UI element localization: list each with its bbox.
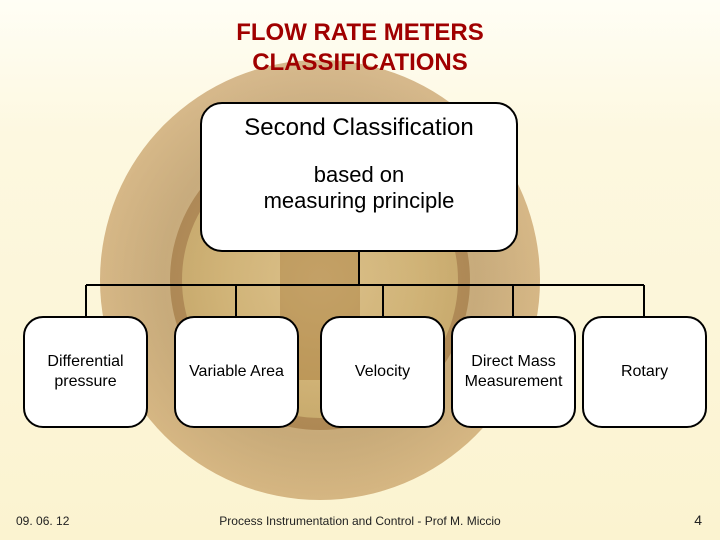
footer-page-number: 4: [694, 512, 702, 528]
child-label: Direct Mass Measurement: [459, 352, 568, 392]
root-line-2: based on: [202, 162, 516, 188]
root-line-3: measuring principle: [202, 188, 516, 214]
child-node-2: Velocity: [320, 316, 445, 428]
slide-title: FLOW RATE METERS CLASSIFICATIONS: [0, 0, 720, 78]
child-label: Variable Area: [189, 362, 284, 382]
child-node-4: Rotary: [582, 316, 707, 428]
child-label: Differential pressure: [31, 352, 140, 392]
child-label: Velocity: [355, 362, 410, 382]
child-label: Rotary: [621, 362, 668, 382]
footer-caption: Process Instrumentation and Control - Pr…: [0, 514, 720, 528]
title-line-1: FLOW RATE METERS: [0, 18, 720, 48]
child-node-3: Direct Mass Measurement: [451, 316, 576, 428]
tree-connectors: [0, 0, 720, 540]
slide-content: FLOW RATE METERS CLASSIFICATIONS Second …: [0, 0, 720, 540]
title-line-2: CLASSIFICATIONS: [0, 48, 720, 78]
root-line-1: Second Classification: [202, 114, 516, 142]
root-node: Second Classification based on measuring…: [200, 102, 518, 252]
child-node-0: Differential pressure: [23, 316, 148, 428]
child-node-1: Variable Area: [174, 316, 299, 428]
